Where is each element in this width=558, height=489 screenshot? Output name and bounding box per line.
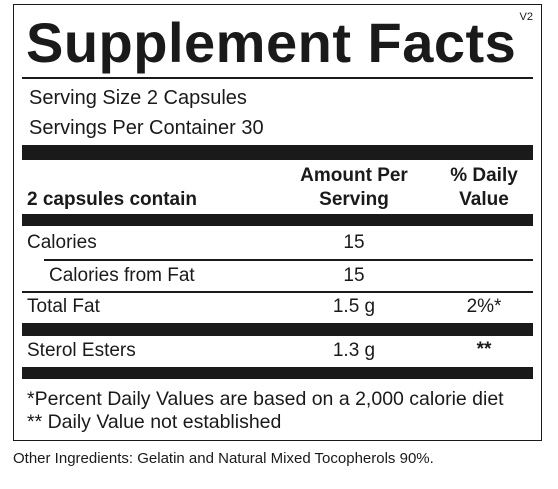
divider [22, 77, 533, 79]
divider-thick [22, 214, 533, 226]
divider-thick [22, 145, 533, 160]
divider [22, 291, 533, 293]
footnote-dv-not-established: ** Daily Value not established [27, 411, 282, 433]
version-mark: V2 [519, 11, 533, 23]
column-header-amount-line2: Serving [319, 189, 389, 210]
nutrient-name: Calories [27, 232, 97, 253]
other-ingredients: Other Ingredients: Gelatin and Natural M… [13, 450, 434, 467]
divider-thick [22, 323, 533, 336]
nutrient-amount: 15 [343, 265, 365, 286]
nutrient-dv: 2%* [466, 296, 502, 317]
servings-per-container: Servings Per Container 30 [29, 117, 264, 139]
nutrient-name: Sterol Esters [27, 340, 136, 361]
divider-thick [22, 367, 533, 379]
nutrient-amount: 1.3 g [332, 340, 376, 361]
nutrient-dv: ** [476, 339, 492, 360]
supplement-facts-panel: V2 Supplement Facts Serving Size 2 Capsu… [13, 4, 542, 441]
column-header-amount-line1: Amount Per [300, 165, 408, 186]
divider [44, 259, 533, 261]
nutrient-amount: 1.5 g [332, 296, 376, 317]
column-header-dv-line2: Value [459, 189, 509, 210]
nutrient-amount: 15 [343, 232, 365, 253]
nutrient-name: Calories from Fat [49, 265, 195, 286]
serving-size: Serving Size 2 Capsules [29, 87, 247, 109]
nutrient-name: Total Fat [27, 296, 100, 317]
column-header-contents: 2 capsules contain [27, 189, 198, 210]
panel-title: Supplement Facts [26, 11, 517, 74]
column-header-dv-line1: % Daily [450, 165, 518, 186]
footnote-percent-dv: *Percent Daily Values are based on a 2,0… [27, 388, 504, 410]
